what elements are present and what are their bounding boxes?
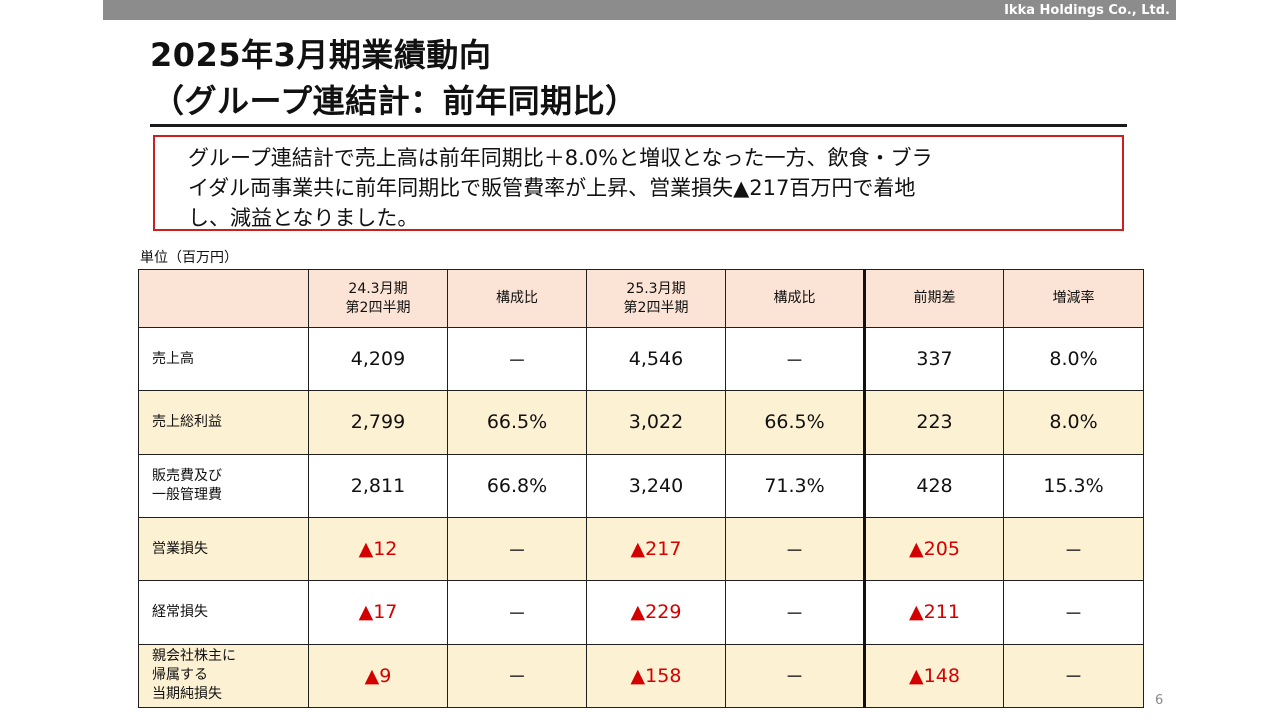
table-cell-negative: ▲211 bbox=[863, 580, 1004, 645]
header-cell-growth-rate: 増減率 bbox=[1003, 269, 1144, 328]
table-cell: 66.8% bbox=[447, 453, 587, 518]
table-row-sga: 販売費及び 一般管理費 2,811 66.8% 3,240 71.3% 428 … bbox=[138, 453, 1144, 518]
header-cell-blank bbox=[138, 269, 309, 328]
summary-box: グループ連結計で売上高は前年同期比＋8.0%と増収となった一方、飲食・ブラ イダ… bbox=[153, 135, 1124, 231]
table-row-net-loss: 親会社株主に 帰属する 当期純損失 ▲9 － ▲158 － ▲148 － bbox=[138, 643, 1144, 709]
table-cell-negative: ▲158 bbox=[586, 643, 726, 709]
header-cell-ratio-fy24: 構成比 bbox=[447, 269, 587, 328]
header-line: 第2四半期 bbox=[623, 299, 689, 316]
row-label: 売上総利益 bbox=[138, 390, 309, 455]
table-cell: － bbox=[447, 326, 587, 392]
table-row-net-sales: 売上高 4,209 － 4,546 － 337 8.0% bbox=[138, 326, 1144, 392]
page-title-line-1: 2025年3月期業績動向 bbox=[150, 36, 492, 74]
table-cell: 2,811 bbox=[308, 453, 448, 518]
title-divider bbox=[150, 124, 1127, 127]
table-cell: － bbox=[447, 643, 587, 709]
table-cell-negative: ▲217 bbox=[586, 516, 726, 582]
header-cell-fy25-q2: 25.3月期 第2四半期 bbox=[586, 269, 726, 328]
table-cell: － bbox=[1003, 643, 1144, 709]
table-cell: － bbox=[725, 580, 865, 645]
table-cell: 223 bbox=[863, 390, 1004, 455]
unit-label: 単位（百万円） bbox=[140, 250, 238, 266]
table-cell: 3,022 bbox=[586, 390, 726, 455]
header-line: 前期差 bbox=[913, 290, 956, 306]
table-cell-negative: ▲229 bbox=[586, 580, 726, 645]
table-cell: － bbox=[725, 326, 865, 392]
page-number: 6 bbox=[1155, 693, 1164, 708]
table-cell: 4,546 bbox=[586, 326, 726, 392]
table-cell: 15.3% bbox=[1003, 453, 1144, 518]
table-row-operating-loss: 営業損失 ▲12 － ▲217 － ▲205 － bbox=[138, 516, 1144, 582]
header-line: 増減率 bbox=[1052, 290, 1095, 306]
row-label: 親会社株主に 帰属する 当期純損失 bbox=[138, 643, 309, 709]
page-title-line-2: （グループ連結計：前年同期比） bbox=[152, 82, 638, 120]
table-cell: － bbox=[725, 643, 865, 709]
table-header-row: 24.3月期 第2四半期 構成比 25.3月期 第2四半期 構成比 前期差 増減… bbox=[138, 269, 1144, 328]
table-row-gross-profit: 売上総利益 2,799 66.5% 3,022 66.5% 223 8.0% bbox=[138, 390, 1144, 455]
header-line: 構成比 bbox=[496, 290, 538, 306]
table-cell: － bbox=[1003, 516, 1144, 582]
summary-line-3: し、減益となりました。 bbox=[188, 206, 419, 230]
header-line: 25.3月期 bbox=[626, 280, 686, 297]
table-cell: 71.3% bbox=[725, 453, 865, 518]
header-line: 24.3月期 bbox=[348, 280, 408, 297]
summary-line-1: グループ連結計で売上高は前年同期比＋8.0%と増収となった一方、飲食・ブラ bbox=[188, 146, 933, 170]
table-cell: 66.5% bbox=[447, 390, 587, 455]
header-line: 構成比 bbox=[773, 290, 816, 306]
table-cell: 4,209 bbox=[308, 326, 448, 392]
header-line: 第2四半期 bbox=[345, 299, 411, 316]
table-cell: 3,240 bbox=[586, 453, 726, 518]
table-cell: － bbox=[447, 516, 587, 582]
table-cell-negative: ▲17 bbox=[308, 580, 448, 645]
row-label: 売上高 bbox=[138, 326, 309, 392]
summary-line-2: イダル両事業共に前年同期比で販管費率が上昇、営業損失▲217百万円で着地 bbox=[188, 176, 916, 200]
table-cell: 66.5% bbox=[725, 390, 865, 455]
row-label: 販売費及び 一般管理費 bbox=[138, 453, 309, 518]
table-cell: 8.0% bbox=[1003, 390, 1144, 455]
table-cell: 337 bbox=[863, 326, 1004, 392]
table-cell: 428 bbox=[863, 453, 1004, 518]
header-cell-yoy-diff: 前期差 bbox=[863, 269, 1004, 328]
row-label: 営業損失 bbox=[138, 516, 309, 582]
table-cell: － bbox=[447, 580, 587, 645]
table-cell-negative: ▲9 bbox=[308, 643, 448, 709]
table-cell-negative: ▲12 bbox=[308, 516, 448, 582]
table-cell-negative: ▲148 bbox=[863, 643, 1004, 709]
table-cell: － bbox=[1003, 580, 1144, 645]
table-cell: 2,799 bbox=[308, 390, 448, 455]
table-cell: － bbox=[725, 516, 865, 582]
table-cell: 8.0% bbox=[1003, 326, 1144, 392]
row-label: 経常損失 bbox=[138, 580, 309, 645]
table-row-ordinary-loss: 経常損失 ▲17 － ▲229 － ▲211 － bbox=[138, 580, 1144, 645]
header-cell-ratio-fy25: 構成比 bbox=[725, 269, 865, 328]
table-cell-negative: ▲205 bbox=[863, 516, 1004, 582]
company-name: Ikka Holdings Co., Ltd. bbox=[1004, 3, 1170, 18]
company-header-bar: Ikka Holdings Co., Ltd. bbox=[103, 0, 1176, 20]
results-table: 24.3月期 第2四半期 構成比 25.3月期 第2四半期 構成比 前期差 増減… bbox=[138, 269, 1144, 709]
header-cell-fy24-q2: 24.3月期 第2四半期 bbox=[308, 269, 448, 328]
